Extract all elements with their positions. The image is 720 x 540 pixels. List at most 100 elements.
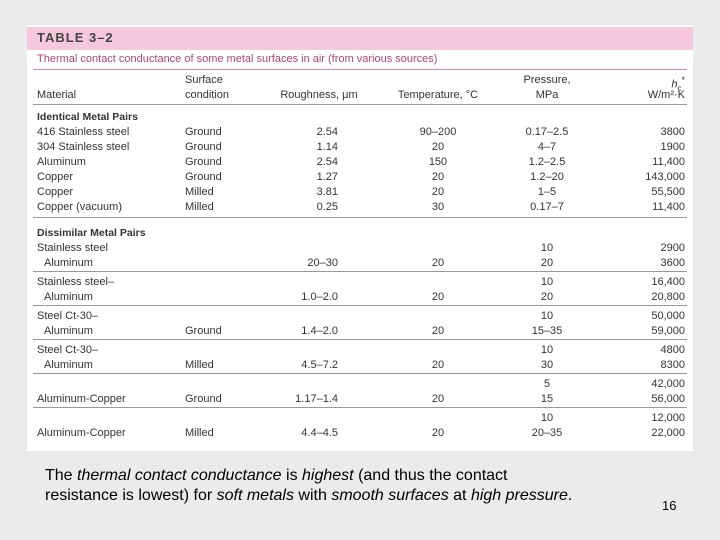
cell-roughness: 1.17–1.4 [295, 393, 338, 405]
group-rule [33, 407, 687, 408]
column-header: Temperature, °C [397, 89, 479, 101]
caption-text: with [293, 487, 332, 504]
cell-pressure: 4–7 [537, 141, 557, 153]
cell-surface: Milled [185, 201, 214, 213]
cell-temperature: 20 [431, 427, 445, 439]
page-number: 16 [662, 498, 677, 513]
cell-surface: Ground [185, 171, 222, 183]
cell-material: Copper (vacuum) [37, 201, 122, 213]
cell-roughness: 2.54 [316, 156, 338, 168]
table-title: Thermal contact conductance of some meta… [37, 53, 438, 65]
cell-surface: Ground [185, 141, 222, 153]
group-rule [33, 373, 687, 374]
cell-temperature: 150 [428, 156, 448, 168]
cell-h: 42,000 [651, 378, 685, 390]
cell-pressure: 1–5 [537, 186, 557, 198]
cell-surface: Ground [185, 126, 222, 138]
cell-h: 50,000 [651, 310, 685, 322]
cell-temperature: 20 [431, 393, 445, 405]
cell-material: Aluminum [37, 156, 86, 168]
section-title: Dissimilar Metal Pairs [37, 227, 146, 239]
cell-pressure: 20–35 [531, 427, 563, 439]
cell-h: 2900 [660, 242, 685, 254]
header-subscript: c [677, 83, 682, 93]
cell-material: Aluminum [44, 291, 93, 303]
cell-pressure: 10 [540, 412, 554, 424]
cell-material: Aluminum-Copper [37, 393, 126, 405]
caption-line: resistance is lowest) for soft metals wi… [45, 486, 572, 506]
cell-material: Aluminum [44, 359, 93, 371]
cell-material: Aluminum-Copper [37, 427, 126, 439]
cell-roughness: 1.0–2.0 [301, 291, 338, 303]
column-header: condition [185, 89, 230, 101]
cell-surface: Ground [185, 325, 222, 337]
cell-surface: Ground [185, 156, 222, 168]
cell-material: Aluminum [44, 325, 93, 337]
column-header: Roughness, μm [280, 89, 358, 101]
cell-h: 3600 [660, 257, 685, 269]
header-symbol: h [671, 78, 678, 91]
cell-h: 59,000 [651, 325, 685, 337]
cell-pressure: 1.2–2.5 [528, 156, 566, 168]
cell-pressure: 15–35 [531, 325, 563, 337]
cell-pressure: 0.17–2.5 [525, 126, 569, 138]
cell-material: Steel Ct-30– [37, 344, 99, 356]
table: TABLE 3–2 Thermal contact conductance of… [27, 25, 693, 451]
group-rule [33, 305, 687, 306]
section-title: Identical Metal Pairs [37, 111, 138, 123]
column-header: MPa [535, 89, 559, 101]
cell-temperature: 20 [431, 257, 445, 269]
column-header: hc* [671, 74, 685, 95]
cell-h: 22,000 [651, 427, 685, 439]
cell-h: 55,500 [651, 186, 685, 198]
column-header: Surface [185, 74, 223, 86]
cell-h: 12,000 [651, 412, 685, 424]
caption-text: smooth surfaces [331, 487, 449, 504]
cell-roughness: 20–30 [307, 257, 338, 269]
cell-roughness: 4.4–4.5 [301, 427, 338, 439]
cell-pressure: 5 [543, 378, 551, 390]
cell-pressure: 20 [540, 291, 554, 303]
cell-roughness: 0.25 [316, 201, 338, 213]
cell-material: Steel Ct-30– [37, 310, 99, 322]
cell-pressure: 10 [540, 242, 554, 254]
cell-temperature: 20 [431, 186, 445, 198]
cell-h: 143,000 [645, 171, 685, 183]
cell-material: Aluminum [44, 257, 93, 269]
caption-text: thermal contact conductance [77, 467, 282, 484]
cell-material: Copper [37, 186, 74, 198]
cell-material: 416 Stainless steel [37, 126, 130, 138]
cell-pressure: 20 [540, 257, 554, 269]
group-rule [33, 271, 687, 272]
table-header-band [27, 27, 693, 50]
cell-h: 8300 [660, 359, 685, 371]
cell-h: 1900 [660, 141, 685, 153]
title-rule [33, 69, 687, 70]
caption-text: soft metals [216, 487, 294, 504]
cell-roughness: 2.54 [316, 126, 338, 138]
caption-text: highest [302, 467, 354, 484]
cell-h: 56,000 [651, 393, 685, 405]
caption-text: (and thus the contact [353, 467, 508, 484]
cell-h: 11,400 [652, 201, 685, 213]
cell-temperature: 90–200 [419, 126, 457, 138]
caption: The thermal contact conductance is highe… [45, 466, 572, 506]
cell-pressure: 10 [540, 310, 554, 322]
cell-surface: Milled [185, 359, 214, 371]
cell-material: Copper [37, 171, 74, 183]
cell-pressure: 1.2–20 [530, 171, 564, 183]
cell-temperature: 20 [431, 359, 445, 371]
caption-text: The [45, 467, 78, 484]
column-header: Pressure, [523, 74, 571, 86]
cell-roughness: 1.14 [316, 141, 338, 153]
cell-roughness: 1.27 [316, 171, 338, 183]
cell-material: 304 Stainless steel [37, 141, 130, 153]
cell-material: Stainless steel– [37, 276, 115, 288]
caption-text: . [567, 487, 573, 504]
cell-temperature: 20 [431, 291, 445, 303]
cell-h: 11,400 [652, 156, 685, 168]
cell-pressure: 15 [540, 393, 554, 405]
cell-roughness: 4.5–7.2 [301, 359, 338, 371]
cell-temperature: 20 [431, 325, 445, 337]
